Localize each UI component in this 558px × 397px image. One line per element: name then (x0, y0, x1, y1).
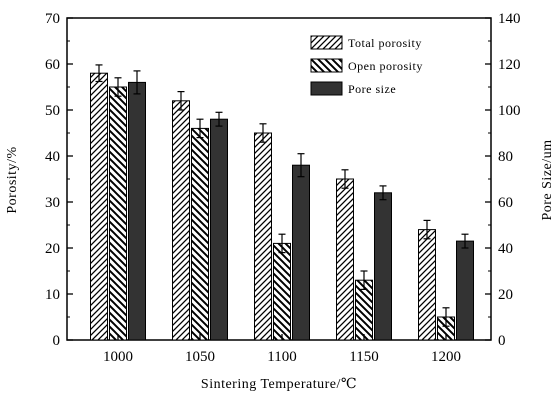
error-bar (278, 233, 286, 254)
error-bar (114, 77, 122, 97)
bar-pore-size (456, 240, 474, 341)
y-tick-label-left: 70 (45, 11, 60, 27)
y-tick-label-left: 20 (45, 241, 60, 257)
bar-total-porosity (418, 229, 436, 341)
y-tick-label-right: 40 (498, 241, 513, 257)
y-tick-label-left: 30 (45, 195, 60, 211)
y-tick-label-left: 60 (45, 57, 60, 73)
bar-total-porosity (336, 178, 354, 341)
error-bar (341, 169, 349, 189)
y-tick-label-right: 20 (498, 287, 513, 303)
y-tick-label-right: 80 (498, 149, 513, 165)
error-bar (95, 64, 103, 83)
x-tick-label: 1200 (431, 349, 461, 365)
legend-swatch (310, 81, 343, 96)
legend-label: Open porosity (348, 59, 423, 73)
error-bar (133, 70, 141, 95)
y-tick-label-right: 60 (498, 195, 513, 211)
error-bar (442, 307, 450, 327)
legend-swatch (310, 58, 343, 73)
bar-pore-size (210, 118, 228, 341)
y-tick-label-right: 120 (498, 57, 521, 73)
error-bar (259, 123, 267, 143)
legend: Total porosity Open porosity Pore size (310, 35, 423, 96)
legend-label: Pore size (348, 82, 396, 96)
y-tick-label-right: 100 (498, 103, 521, 119)
legend-swatch (310, 35, 343, 50)
error-bar (423, 219, 431, 240)
y-tick-label-left: 40 (45, 149, 60, 165)
bar-open-porosity (109, 86, 127, 341)
bar-open-porosity (191, 127, 209, 341)
x-tick-label: 1150 (349, 349, 378, 365)
bar-total-porosity (90, 72, 108, 341)
y-tick-label-left: 10 (45, 287, 60, 303)
bar-total-porosity (172, 100, 190, 341)
y-tick-label-left: 0 (53, 333, 61, 349)
legend-label: Total porosity (348, 36, 422, 50)
y-tick-label-left: 50 (45, 103, 60, 119)
y-axis-label-right: Pore Size/um (540, 139, 555, 220)
error-bar (177, 90, 185, 111)
error-bar (297, 153, 305, 178)
x-axis-label: Sintering Temperature/℃ (201, 377, 357, 392)
error-bar (360, 270, 368, 290)
error-bar (379, 185, 387, 201)
x-tick-label: 1050 (185, 349, 215, 365)
error-bar (215, 111, 223, 127)
y-tick-label-right: 0 (498, 333, 506, 349)
y-tick-label-right: 140 (498, 11, 521, 27)
bar-pore-size (128, 81, 146, 341)
bar-pore-size (374, 192, 392, 341)
x-tick-label: 1000 (103, 349, 133, 365)
bar-open-porosity (273, 242, 291, 341)
x-tick-label: 1100 (267, 349, 296, 365)
bar-total-porosity (254, 132, 272, 341)
error-bar (461, 233, 469, 249)
y-axis-label-left: Porosity/% (5, 146, 20, 213)
bar-pore-size (292, 164, 310, 341)
error-bar (196, 118, 204, 139)
